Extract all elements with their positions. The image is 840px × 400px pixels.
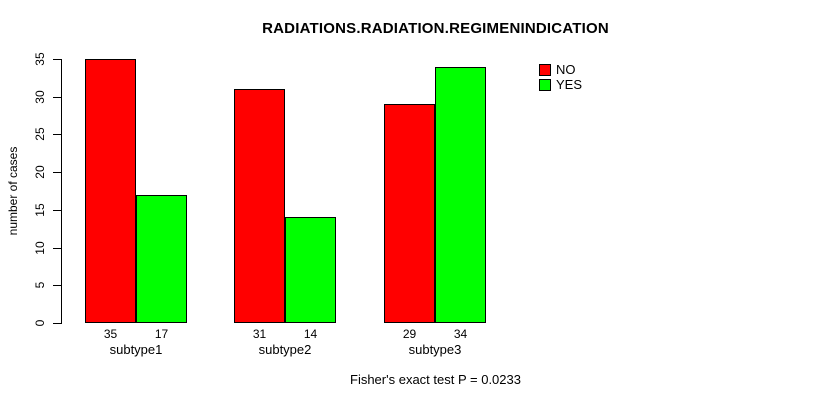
bar-value-label: 14 bbox=[303, 327, 318, 341]
legend-swatch-yes bbox=[539, 78, 551, 91]
y-tick bbox=[53, 285, 61, 286]
y-tick bbox=[53, 248, 61, 249]
category-label-subtype2: subtype2 bbox=[258, 342, 312, 357]
bar-no-subtype3 bbox=[384, 104, 435, 323]
bar-no-subtype2 bbox=[234, 89, 285, 323]
legend: NO YES bbox=[539, 63, 582, 91]
legend-item-yes: YES bbox=[539, 78, 582, 91]
bar-value-label: 35 bbox=[103, 327, 118, 341]
chart-title: RADIATIONS.RADIATION.REGIMENINDICATION bbox=[262, 20, 609, 37]
bar-yes-subtype1 bbox=[136, 195, 187, 323]
bar-value-label: 34 bbox=[453, 327, 468, 341]
y-tick-label: 30 bbox=[33, 90, 47, 104]
category-label-subtype3: subtype3 bbox=[408, 342, 462, 357]
y-axis-line bbox=[61, 59, 62, 324]
legend-item-no: NO bbox=[539, 63, 582, 76]
bar-value-label: 31 bbox=[252, 327, 267, 341]
y-tick-label: 10 bbox=[33, 241, 47, 255]
y-tick bbox=[53, 210, 61, 211]
legend-swatch-no bbox=[539, 63, 551, 76]
y-tick bbox=[53, 97, 61, 98]
bar-yes-subtype3 bbox=[435, 67, 486, 323]
category-label-subtype1: subtype1 bbox=[109, 342, 163, 357]
y-tick-label: 15 bbox=[33, 203, 47, 217]
y-tick bbox=[53, 172, 61, 173]
bar-no-subtype1 bbox=[85, 59, 136, 323]
bar-value-label: 17 bbox=[154, 327, 169, 341]
y-tick bbox=[53, 323, 61, 324]
legend-label: YES bbox=[556, 77, 583, 92]
y-tick-label: 5 bbox=[33, 281, 47, 289]
y-tick bbox=[53, 59, 61, 60]
legend-label: NO bbox=[556, 62, 576, 77]
y-tick-label: 0 bbox=[33, 319, 47, 327]
bar-yes-subtype2 bbox=[285, 217, 336, 323]
y-tick-label: 25 bbox=[33, 127, 47, 141]
bar-value-label: 29 bbox=[402, 327, 417, 341]
annotation-text: Fisher's exact test P = 0.0233 bbox=[350, 372, 521, 387]
y-tick-label: 35 bbox=[33, 52, 47, 66]
y-tick-label: 20 bbox=[33, 165, 47, 179]
y-tick bbox=[53, 134, 61, 135]
y-axis-label: number of cases bbox=[6, 146, 20, 236]
